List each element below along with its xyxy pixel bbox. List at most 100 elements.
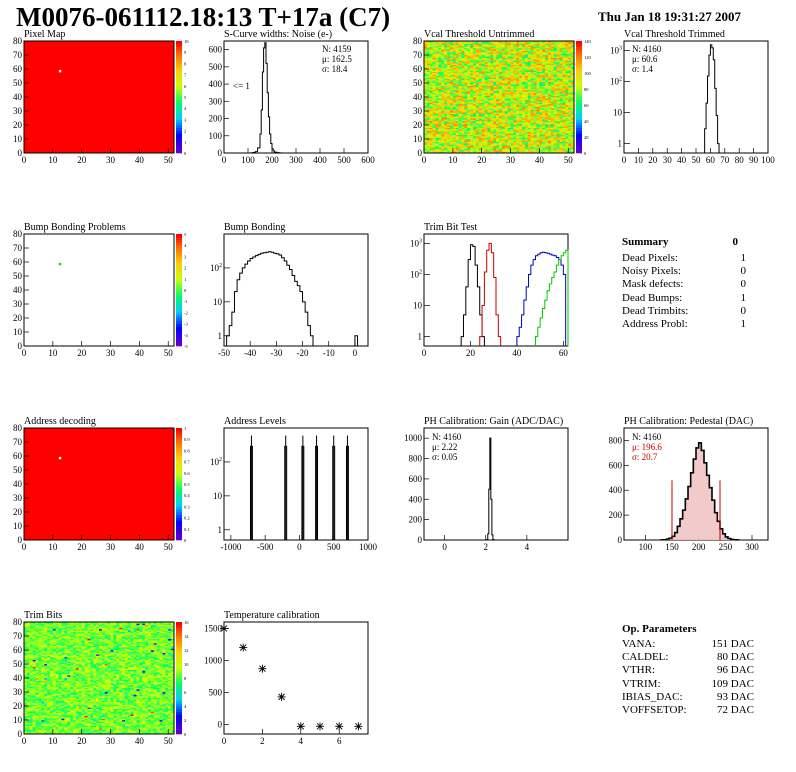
heatmap-cell (473, 77, 477, 79)
heatmap-cell (539, 146, 543, 148)
heatmap-cell (527, 80, 531, 82)
heatmap-cell (568, 104, 572, 106)
heatmap-cell (510, 97, 514, 99)
heatmap-cell (478, 63, 482, 65)
heatmap-cell (524, 69, 529, 71)
heatmap-cell (447, 60, 451, 63)
heatmap-cell (426, 136, 430, 138)
heatmap-cell (536, 62, 540, 64)
heatmap-cell (496, 150, 500, 152)
heatmap-cell (536, 127, 540, 130)
heatmap-cell (464, 136, 468, 138)
heatmap-cell (536, 150, 540, 152)
heatmap-cell (475, 137, 480, 140)
heatmap-cell (571, 60, 575, 63)
heatmap-cell (484, 80, 488, 82)
heatmap-cell (473, 133, 477, 135)
summary-table: Summary 0 Dead Pixels: 1 Noisy Pixels: 0 Mas… (622, 236, 746, 331)
heatmap-cell (447, 71, 451, 74)
heatmap-cell (527, 57, 531, 60)
heatmap-cell (441, 49, 445, 51)
heatmap-cell (478, 148, 482, 151)
heatmap-cell (542, 56, 546, 58)
address-decoding-panel: 0 10 20 30 40 50 0 10 20 30 40 50 60 70 80 0 0.1 0.2 0.3 0.… (13, 416, 204, 566)
heatmap-cell (496, 106, 500, 109)
heatmap-cell (565, 104, 569, 106)
heatmap-cell (533, 136, 537, 138)
heatmap-cell (29, 722, 33, 725)
heatmap-cell (455, 53, 459, 56)
x-tick-label: 10 (48, 155, 58, 165)
heatmap-cell (475, 139, 480, 141)
heatmap-cell (553, 43, 557, 46)
heatmap-cell (548, 119, 552, 121)
heatmap-cell (562, 71, 566, 74)
heatmap-cell (429, 67, 433, 70)
heatmap-cell (559, 43, 563, 46)
y-tick-exponent: 2 (219, 457, 222, 463)
hot-pixel (58, 456, 62, 460)
heatmap-cell (441, 45, 445, 47)
heatmap-cell (539, 134, 543, 137)
heatmap-cell (487, 80, 491, 82)
y-tick-exponent: 2 (219, 263, 222, 269)
heatmap-cell (499, 78, 503, 81)
heatmap-cell (522, 136, 526, 138)
heatmap-cell (533, 109, 537, 112)
heatmap-cell (533, 77, 537, 79)
heatmap-cell (426, 63, 430, 65)
heatmap-cell (542, 144, 546, 147)
heatmap-cell (467, 84, 471, 86)
heatmap-cell (504, 94, 508, 96)
heatmap-cell (490, 127, 494, 130)
heatmap-cell (487, 91, 491, 93)
heatmap-cell (464, 43, 468, 46)
heatmap-cell (513, 91, 517, 93)
heatmap-cell (461, 73, 465, 75)
heatmap-cell (455, 94, 459, 96)
heatmap-cell (522, 84, 526, 86)
heatmap-cell (487, 94, 491, 96)
heatmap-cell (553, 104, 557, 106)
heatmap-cell (553, 74, 557, 77)
heatmap-cell (513, 150, 517, 152)
heatmap-cell (487, 132, 491, 134)
heatmap-cell (536, 80, 540, 82)
y-tick-label: 103 (410, 238, 422, 248)
heatmap-cell (29, 634, 33, 637)
palette-label: 5 (184, 95, 187, 100)
heatmap-cell (475, 108, 480, 110)
heatmap-cell (519, 84, 523, 86)
heatmap-cell (481, 115, 485, 117)
heatmap-cell (571, 146, 575, 148)
heatmap-cell (484, 119, 488, 121)
heatmap-cell (522, 69, 526, 71)
heatmap-cell (484, 43, 488, 46)
heatmap-cell (565, 62, 569, 64)
heatmap-cell (458, 118, 462, 120)
x-tick-label: 0 (622, 155, 627, 165)
heatmap-cell (501, 76, 505, 78)
heatmap-cell (478, 134, 482, 137)
heatmap-cell (522, 111, 526, 113)
heatmap-cell (496, 104, 500, 106)
heatmap-cell (533, 125, 537, 127)
palette-cell (576, 125, 582, 129)
heatmap-cell (496, 123, 500, 126)
heatmap-cell (470, 64, 474, 67)
y-tick-label: 60 (13, 451, 23, 461)
heatmap-cell (530, 56, 534, 58)
heatmap-cell (530, 92, 534, 95)
heatmap-cell (441, 64, 445, 67)
heatmap-cell (444, 106, 448, 109)
heatmap-cell (444, 62, 448, 64)
heatmap-cell (548, 85, 552, 88)
heatmap-cell (516, 69, 520, 71)
heatmap-cell (571, 53, 575, 56)
heatmap-cell (432, 66, 436, 68)
heatmap-cell (452, 134, 456, 137)
heatmap-cell (435, 73, 439, 75)
heatmap-cell (530, 119, 534, 121)
heatmap-cell (507, 46, 511, 49)
heatmap-cell (424, 62, 428, 64)
